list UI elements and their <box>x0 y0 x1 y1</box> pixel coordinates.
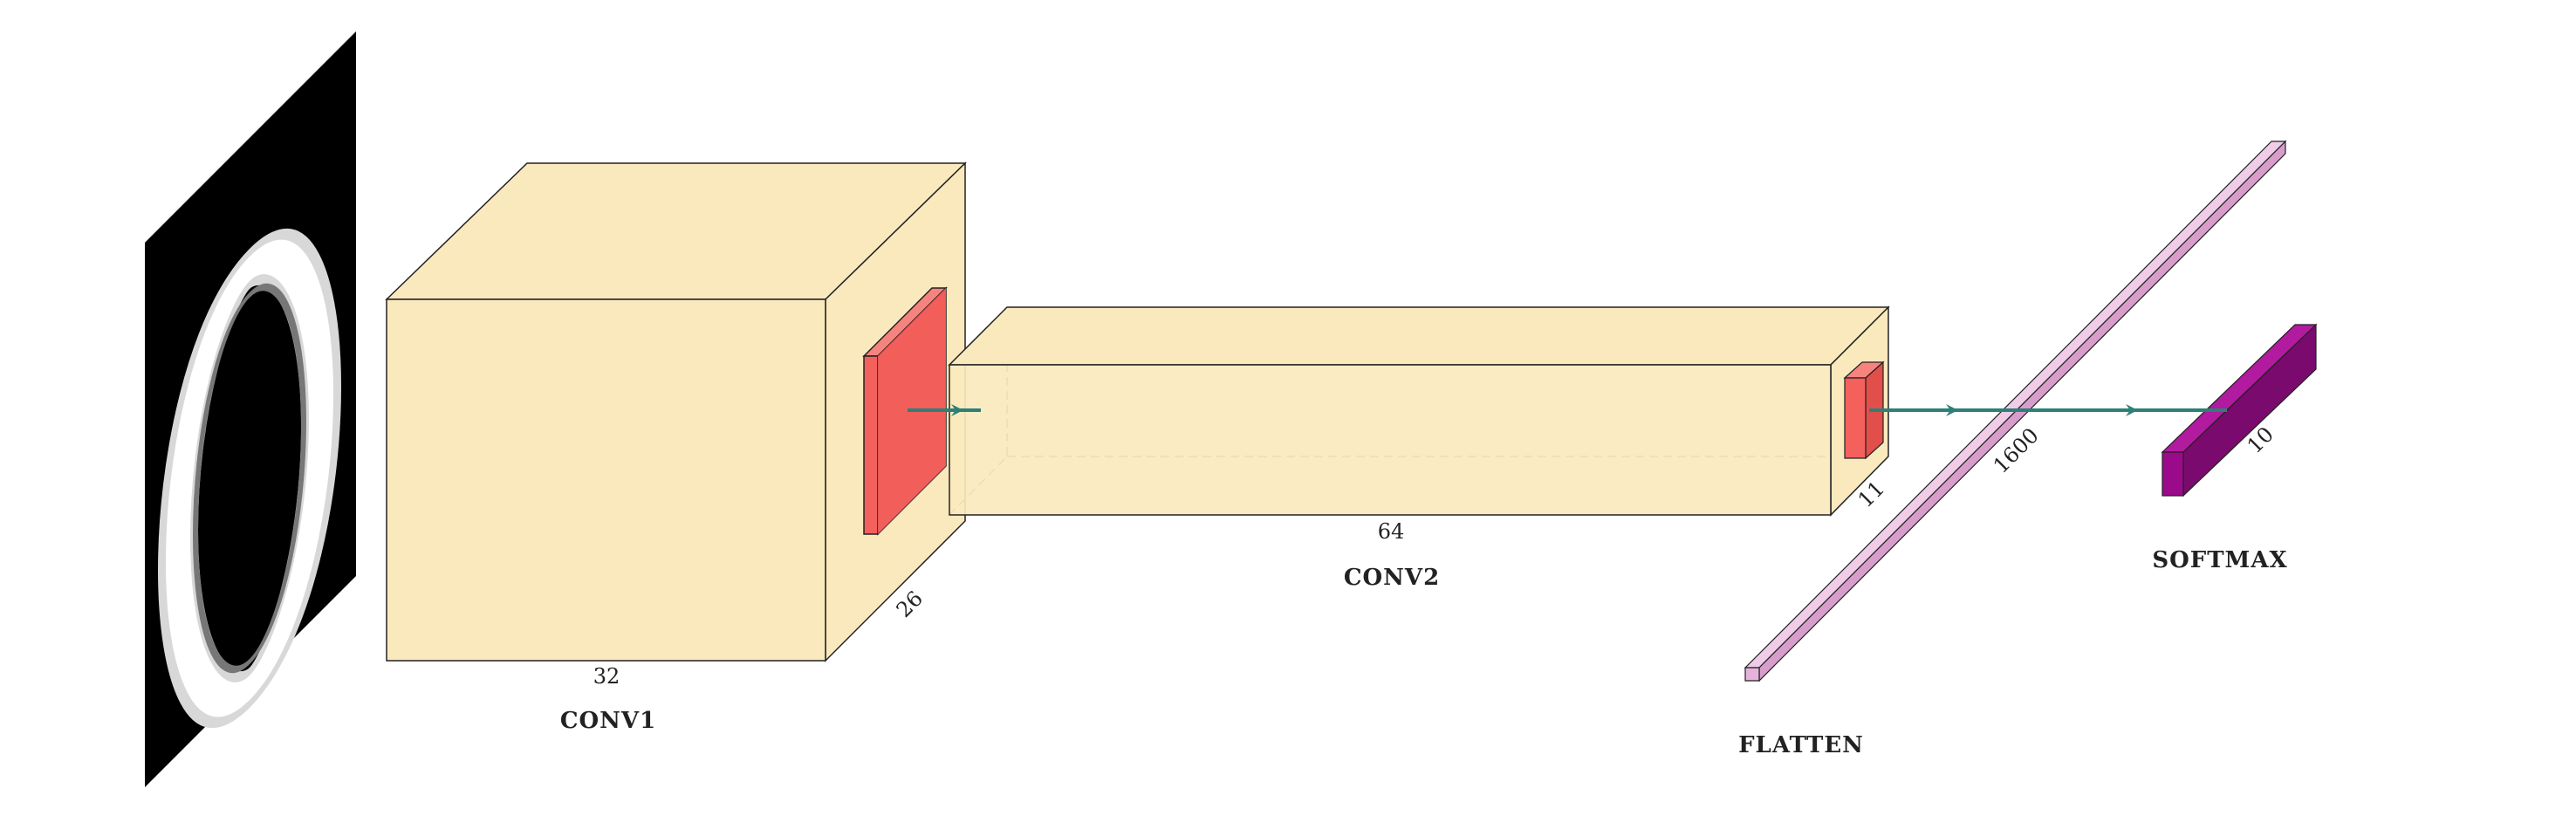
flatten-front-face <box>1744 667 1760 682</box>
softmax-layer <box>2161 323 2318 497</box>
input-image <box>145 31 356 787</box>
flatten-title: FLATTEN <box>1738 732 1864 758</box>
conv2-top-face <box>948 306 1890 366</box>
digit-zero-image <box>158 228 341 729</box>
conv1-front-face <box>386 298 826 662</box>
softmax-front-face <box>2162 451 2184 497</box>
conv2-title: CONV2 <box>1344 565 1440 591</box>
conv1-title: CONV1 <box>560 708 656 734</box>
conv1-depth-label: 26 <box>892 586 928 622</box>
conv1-width-label: 32 <box>593 664 620 689</box>
conv2-front-face <box>949 364 1832 516</box>
conv2-block <box>948 305 1890 517</box>
conv1-block <box>385 161 967 662</box>
conv2-width-label: 64 <box>1378 519 1405 544</box>
softmax-title: SOFTMAX <box>2152 547 2287 573</box>
